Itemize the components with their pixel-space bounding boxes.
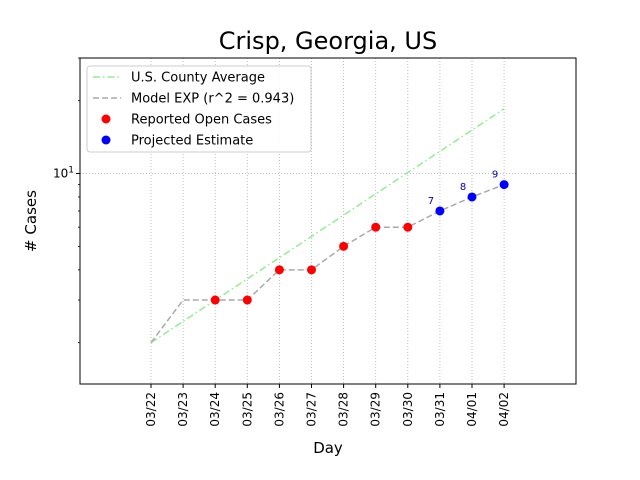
data-point bbox=[339, 241, 349, 251]
points-layer: 7 8 9 bbox=[210, 170, 509, 305]
x-tick-label: 03/22 bbox=[144, 392, 158, 427]
data-label: 7 bbox=[428, 196, 434, 207]
x-tick-label: 03/23 bbox=[176, 392, 190, 427]
data-point bbox=[435, 206, 445, 216]
series-line bbox=[150, 108, 505, 344]
data-point bbox=[274, 265, 284, 275]
data-point bbox=[499, 180, 509, 190]
x-tick-label: 04/02 bbox=[497, 392, 511, 427]
x-tick-label: 03/30 bbox=[401, 392, 415, 427]
x-tick-label: 03/25 bbox=[240, 392, 254, 427]
x-tick-label: 03/26 bbox=[272, 392, 286, 427]
y-tick-label: 101 bbox=[53, 165, 74, 180]
series-layer bbox=[150, 108, 505, 344]
data-point bbox=[403, 222, 413, 232]
x-axis-label: Day bbox=[313, 439, 343, 457]
legend-label: Model EXP (r^2 = 0.943) bbox=[131, 92, 294, 107]
data-point bbox=[467, 192, 477, 202]
data-point bbox=[242, 295, 252, 305]
x-tick-label: 03/28 bbox=[337, 392, 351, 427]
y-axis: 101 bbox=[53, 57, 80, 344]
x-axis: 03/22 03/23 03/24 03/25 03/26 03/27 03/28 03/29… bbox=[144, 384, 511, 427]
legend-box bbox=[86, 65, 312, 153]
legend-label: Reported Open Cases bbox=[131, 113, 272, 128]
data-point bbox=[210, 295, 220, 305]
x-tick-label: 03/31 bbox=[433, 392, 447, 427]
legend: U.S. County Average Model EXP (r^2 = 0.94… bbox=[86, 65, 312, 153]
series-line bbox=[150, 183, 505, 344]
legend-marker bbox=[101, 114, 111, 124]
x-tick-label: 03/27 bbox=[305, 392, 319, 427]
x-tick-label: 03/29 bbox=[369, 392, 383, 427]
data-label: 9 bbox=[492, 170, 498, 181]
x-tick-label: 04/01 bbox=[465, 392, 479, 427]
data-point bbox=[371, 222, 381, 232]
y-axis-label: # Cases bbox=[22, 190, 40, 252]
chart-title: Crisp, Georgia, US bbox=[219, 27, 437, 55]
legend-marker bbox=[101, 135, 111, 145]
legend-label: Projected Estimate bbox=[131, 134, 253, 149]
data-point bbox=[307, 265, 316, 275]
plot-area bbox=[79, 57, 577, 385]
legend-label: U.S. County Average bbox=[131, 71, 265, 86]
x-tick-label: 03/24 bbox=[208, 392, 222, 427]
data-label: 8 bbox=[460, 182, 466, 193]
